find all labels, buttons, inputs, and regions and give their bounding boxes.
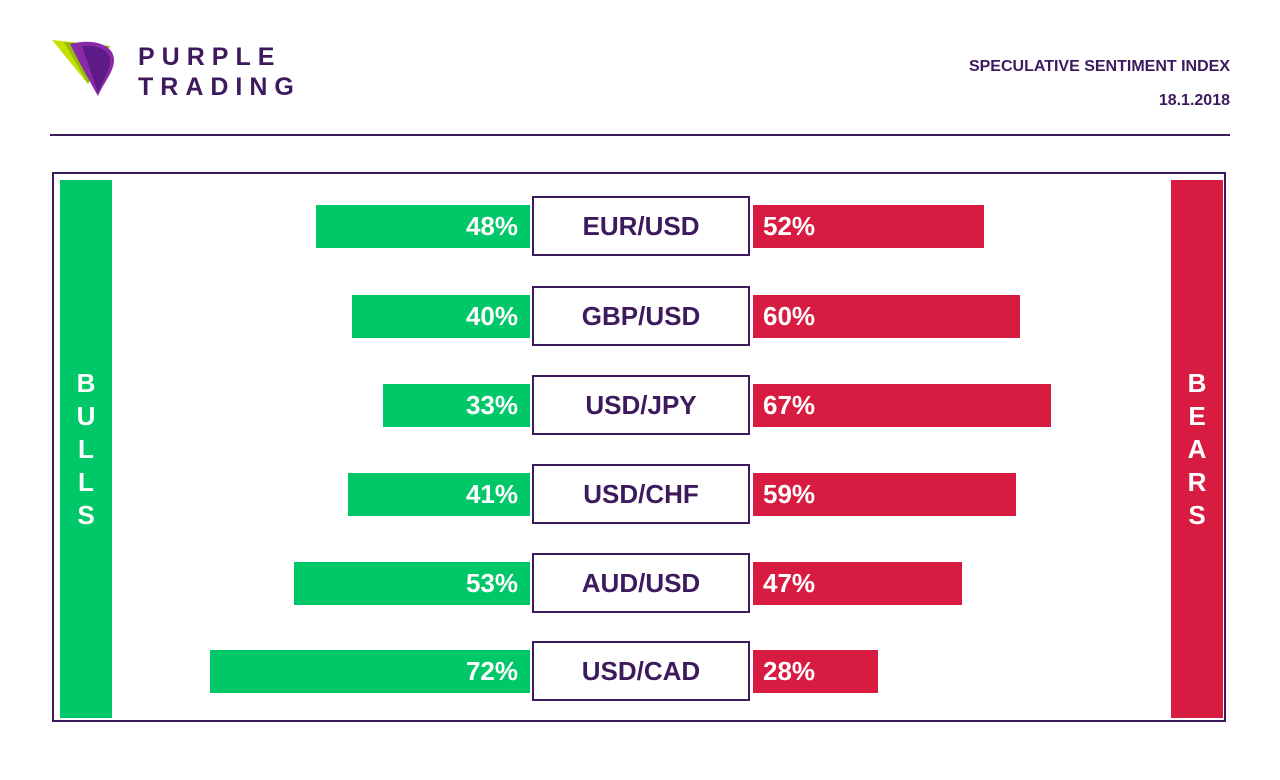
bull-bar: 48% [316,205,530,248]
bulls-label: BULLS [76,367,96,530]
bear-bar: 59% [753,473,1016,516]
currency-pair-label: EUR/USD [532,196,750,256]
bear-value-label: 47% [763,568,816,598]
report-title: SPECULATIVE SENTIMENT INDEX [968,58,1230,75]
sentiment-row: 41% 59% USD/CHF [0,464,1280,524]
bull-value-label: 72% [465,656,518,686]
bull-value-label: 33% [465,390,518,420]
bull-bar: 53% [294,562,530,605]
sentiment-row: 53% 47% AUD/USD [0,553,1280,613]
bear-bar: 28% [753,650,878,693]
currency-pair-label: USD/CHF [532,464,750,524]
brand-logo: PURPLE TRADING [52,40,312,101]
sentiment-row: 40% 60% GBP/USD [0,286,1280,346]
bear-value-label: 28% [763,656,816,686]
bull-bar: 41% [347,473,530,516]
bulls-legend-column: BULLS [60,180,112,718]
bull-bar: 72% [209,650,530,693]
currency-pair-label: USD/JPY [532,375,750,435]
sentiment-row: 72% 28% USD/CAD [0,641,1280,701]
bull-value-label: 53% [465,568,518,598]
bear-bar: 60% [753,295,1020,338]
bear-value-label: 67% [763,390,816,420]
purple-trading-logo-icon [52,40,114,96]
bull-bar: 33% [383,384,530,427]
sentiment-row: 33% 67% USD/JPY [0,375,1280,435]
bear-value-label: 59% [763,479,816,509]
bear-bar: 52% [753,205,985,248]
bear-value-label: 52% [763,211,816,241]
bull-bar: 40% [352,295,530,338]
currency-pair-label: GBP/USD [532,286,750,346]
bears-label: BEARS [1187,367,1207,530]
currency-pair-label: AUD/USD [532,553,750,613]
brand-name: PURPLE TRADING [138,43,301,101]
bear-bar: 67% [753,384,1052,427]
chart-frame [52,172,1226,722]
sentiment-row: 48% 52% EUR/USD [0,196,1280,256]
header-divider [50,134,1230,136]
bears-legend-column: BEARS [1171,180,1223,718]
bear-value-label: 60% [763,301,816,331]
bull-value-label: 48% [465,211,518,241]
bull-value-label: 41% [465,479,518,509]
bear-bar: 47% [753,562,963,605]
report-date: 18.1.2018 [1158,92,1230,109]
bull-value-label: 40% [465,301,518,331]
currency-pair-label: USD/CAD [532,641,750,701]
